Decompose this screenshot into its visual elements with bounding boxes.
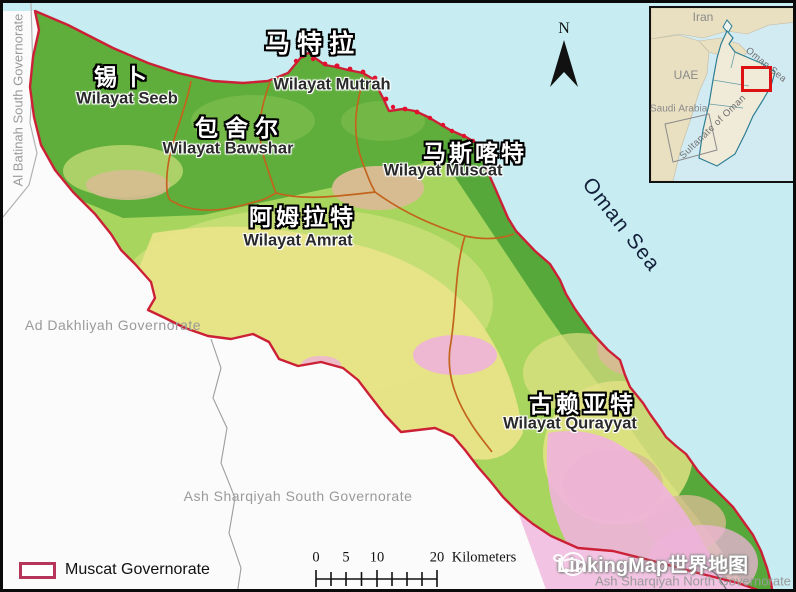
north-arrow-icon [550,40,578,87]
urban-area-dots [293,53,476,144]
scale-tick-10: 10 [369,549,385,566]
watermark-text: LinkingMap世界地图 [557,555,749,577]
scale-tick-5: 5 [342,549,350,566]
inset-boundary-box [664,113,718,163]
scale-unit-label: Kilometers [451,549,517,566]
scale-tick-20: 20 [429,549,445,566]
linkingmap-logo-icon [553,552,585,576]
inset-iran-land [651,8,793,40]
inset-oman-outline [698,29,776,167]
scale-tick-0: 0 [312,549,320,566]
scale-bar [315,570,438,587]
sharqiyah-north-boundary-line [697,558,727,589]
inset-locator-map: Iran UAE Saudi Arabia Oman Sea Sultanate… [649,6,793,183]
watermark: LinkingMap世界地图 [551,549,748,578]
inset-highlight-rect [741,66,772,92]
muscat-governorate-border [28,9,774,589]
wilayat-borders [165,73,515,453]
inset-map-svg [651,8,793,181]
legend-swatch [19,561,56,579]
legend-label: Muscat Governorate [65,561,210,578]
dakhliyah-sharqiyah-boundary-line [210,338,242,589]
legend: Muscat Governorate [19,561,210,579]
inset-arabia-land [651,34,710,181]
al-batinah-south-label: Al Batinah South Governorate [10,13,26,187]
